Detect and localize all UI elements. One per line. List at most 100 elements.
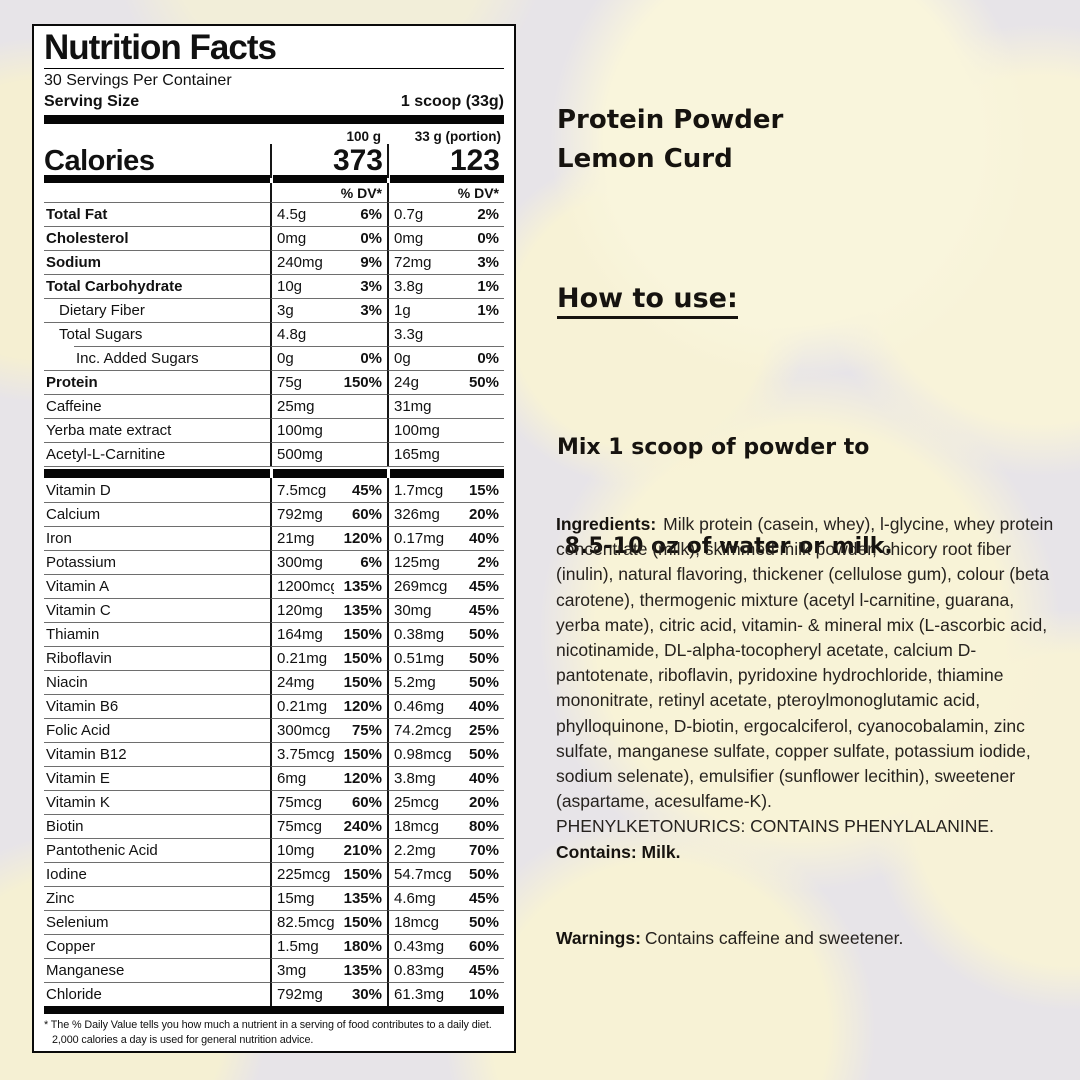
dv-per-100g: 9% (334, 250, 387, 274)
amount-per-100g: 3g (270, 298, 334, 322)
amount-per-portion: 0.17mg (387, 526, 451, 550)
amount-per-100g: 75mcg (270, 790, 334, 814)
dv-per-100g: 75% (334, 718, 387, 742)
dv-per-portion: 50% (451, 646, 504, 670)
dv-per-100g: 120% (334, 766, 387, 790)
dv-per-100g: 135% (334, 574, 387, 598)
dv-per-100g: 135% (334, 886, 387, 910)
ingredients-label: Ingredients: (556, 514, 657, 534)
dv-per-portion: 40% (451, 694, 504, 718)
dv-per-100g: 45% (351, 481, 382, 499)
nutrient-name: Folic Acid (44, 718, 270, 742)
dv-per-100g (334, 418, 387, 442)
nutrient-name: Vitamin B6 (44, 694, 270, 718)
dv-per-portion: 50% (451, 370, 504, 394)
daily-value-header-row: % DV* % DV* (44, 183, 504, 202)
nutrient-row: Vitamin E 6mg 120% 3.8mg 40% (44, 766, 504, 790)
dv-per-portion: 1% (451, 298, 504, 322)
dv-per-portion: 0% (451, 226, 504, 250)
nutrition-facts-title: Nutrition Facts (44, 28, 277, 67)
amount-per-portion: 1.7mcg (387, 478, 451, 502)
nutrient-name: Chloride (44, 982, 270, 1006)
amount-per-100g: 10g (270, 274, 334, 298)
dv-per-100g: 135% (334, 598, 387, 622)
nutrient-row: Thiamin 164mg 150% 0.38mg 50% (44, 622, 504, 646)
nutrient-name: Vitamin B12 (44, 742, 270, 766)
amount-per-portion: 25mcg (387, 790, 451, 814)
amount-per-portion: 0.83mg (387, 958, 451, 982)
warnings-text: Contains caffeine and sweetener. (644, 928, 904, 948)
dv-per-100g (334, 394, 387, 418)
dv-per-100g: 120% (334, 694, 387, 718)
nutrient-row: Chloride 792mg 30% 61.3mg 10% (44, 982, 504, 1006)
dv-per-portion: 1% (451, 274, 504, 298)
dv-per-100g (334, 322, 387, 346)
amount-per-portion: 3.8mg (387, 766, 451, 790)
amount-per-portion: 269mcg (387, 574, 451, 598)
dv-per-portion: 10% (451, 982, 504, 1006)
footnote-line2: 2,000 calories a day is used for general… (52, 1034, 314, 1046)
nutrient-name: Niacin (44, 670, 270, 694)
amount-per-portion: 74.2mcg (387, 718, 451, 742)
nutrient-row: Selenium 82.5mcg 150% 18mcg 50% (44, 910, 504, 934)
thick-bar-bottom (44, 1006, 504, 1014)
servings-per-container: 30 Servings Per Container (44, 72, 232, 89)
amount-per-100g: 0.21mg (270, 646, 334, 670)
serving-size-value: 1 scoop (33g) (400, 93, 504, 110)
dv-per-portion (451, 394, 504, 418)
nutrient-row: Vitamin B6 0.21mg 120% 0.46mg 40% (44, 694, 504, 718)
nutrient-name: Vitamin E (44, 766, 270, 790)
bar-segment (273, 469, 387, 478)
nutrient-name: Riboflavin (44, 646, 270, 670)
dv-per-100g: 150% (334, 622, 387, 646)
nutrient-row: Zinc 15mg 135% 4.6mg 45% (44, 886, 504, 910)
nutrient-row: Iodine 225mcg 150% 54.7mcg 50% (44, 862, 504, 886)
dv-per-portion (451, 322, 504, 346)
amount-per-100g: 10mg (270, 838, 334, 862)
dv-per-portion (451, 442, 504, 466)
column-headers-row: 100 g 33 g (portion) (44, 127, 504, 144)
bar-segment (390, 175, 504, 183)
nutrient-row: Vitamin C 120mg 135% 30mg 45% (44, 598, 504, 622)
dv-per-portion: 20% (451, 502, 504, 526)
dv-per-100g: 6% (334, 550, 387, 574)
amount-per-100g: 6mg (270, 766, 334, 790)
nutrient-name: Total Carbohydrate (44, 274, 270, 298)
dv-per-100g: 210% (334, 838, 387, 862)
dv-per-100g: 3% (334, 298, 387, 322)
amount-per-portion: 0mg (387, 226, 451, 250)
dv-per-portion: 60% (451, 934, 504, 958)
usage-instructions: Mix 1 scoop of powder to 8.5-10 oz of wa… (557, 365, 893, 629)
dv-per-portion: 45% (451, 598, 504, 622)
nutrient-name: Potassium (44, 550, 270, 574)
amount-per-100g: 3mg (270, 958, 334, 982)
amount-per-100g: 0g (270, 346, 334, 370)
nutrient-name: Vitamin D (46, 481, 111, 499)
amount-per-portion: 24g (387, 370, 451, 394)
amount-per-100g: 100mg (270, 418, 334, 442)
warnings-block: Warnings: Contains caffeine and sweetener… (556, 928, 1056, 949)
how-to-use-heading: How to use: (557, 283, 738, 319)
dv-per-100g: 150% (334, 370, 387, 394)
spacer (44, 183, 270, 202)
thick-bar-top (44, 115, 504, 124)
amount-per-100g: 15mg (270, 886, 334, 910)
amount-per-portion: 0.38mg (387, 622, 451, 646)
amount-per-100g: 792mg (270, 982, 334, 1006)
dv-per-100g: 150% (334, 910, 387, 934)
amount-per-100g: 4.5g (270, 202, 334, 226)
amount-per-100g: 4.8g (270, 322, 334, 346)
amount-per-100g: 75g (270, 370, 334, 394)
dv-per-portion: 3% (451, 250, 504, 274)
nutrient-name: Protein (44, 370, 270, 394)
nutrient-row: Dietary Fiber 3g 3% 1g 1% (44, 298, 504, 322)
amount-per-100g: 120mg (270, 598, 334, 622)
amount-per-100g: 792mg (270, 502, 334, 526)
nutrient-row: Niacin 24mg 150% 5.2mg 50% (44, 670, 504, 694)
dv-per-portion: 50% (451, 910, 504, 934)
dv-per-portion: 0% (451, 346, 504, 370)
product-title-line1: Protein Powder (557, 105, 784, 135)
nutrient-row: Acetyl-L-Carnitine 500mg 165mg (44, 442, 504, 466)
nutrient-row: Folic Acid 300mcg 75% 74.2mcg 25% (44, 718, 504, 742)
dv-per-portion: 50% (451, 862, 504, 886)
